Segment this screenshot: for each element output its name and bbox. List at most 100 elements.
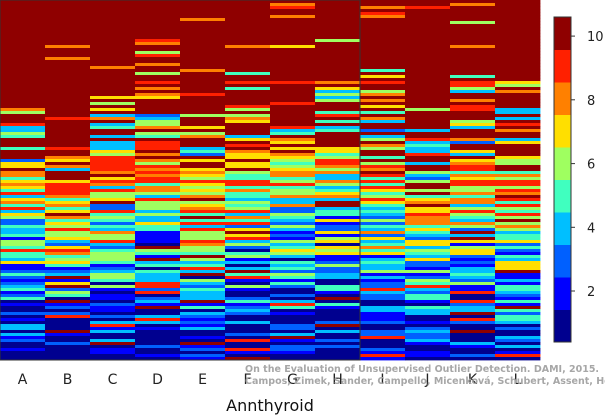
heatmap-cell	[135, 300, 181, 304]
heatmap-cell	[405, 183, 451, 187]
heatmap-cell	[270, 306, 316, 310]
heatmap-cell	[270, 300, 316, 304]
heatmap-cell	[0, 330, 46, 334]
heatmap-cell	[45, 318, 91, 322]
heatmap-cell	[90, 6, 136, 10]
heatmap-cell	[180, 132, 226, 136]
heatmap-cell	[0, 147, 46, 151]
heatmap-cell	[90, 243, 136, 247]
heatmap-cell	[360, 330, 406, 334]
heatmap-cell	[135, 33, 181, 37]
heatmap-cell	[270, 21, 316, 25]
heatmap-cell	[495, 111, 541, 115]
heatmap-cell	[405, 144, 451, 148]
heatmap-cell	[360, 228, 406, 232]
heatmap-cell	[450, 90, 496, 94]
heatmap-cell	[450, 66, 496, 70]
heatmap-cell	[270, 42, 316, 46]
heatmap-cell	[180, 288, 226, 292]
heatmap-cell	[495, 45, 541, 49]
heatmap-cell	[0, 93, 46, 97]
heatmap-cell	[270, 63, 316, 67]
heatmap-cell	[0, 291, 46, 295]
heatmap-cell	[90, 156, 136, 160]
heatmap-cell	[315, 114, 361, 118]
heatmap-cell	[495, 156, 541, 160]
heatmap-cell	[315, 132, 361, 136]
heatmap-cell	[180, 351, 226, 355]
heatmap-cell	[315, 33, 361, 37]
x-tick-label: J	[424, 372, 429, 388]
heatmap-cell	[450, 9, 496, 13]
heatmap-cell	[45, 312, 91, 316]
heatmap-cell	[450, 153, 496, 157]
heatmap-cell	[90, 249, 136, 253]
heatmap-cell	[405, 306, 451, 310]
heatmap-cell	[315, 330, 361, 334]
heatmap-cell	[315, 51, 361, 55]
heatmap-cell	[45, 123, 91, 127]
heatmap-cell	[315, 351, 361, 355]
heatmap-cell	[270, 174, 316, 178]
heatmap-cell	[315, 117, 361, 121]
heatmap-cell	[270, 282, 316, 286]
heatmap-cell	[225, 198, 271, 202]
heatmap-cell	[360, 39, 406, 43]
heatmap-cell	[360, 57, 406, 61]
heatmap-cell	[495, 309, 541, 313]
heatmap-cell	[225, 111, 271, 115]
heatmap-cell	[450, 81, 496, 85]
heatmap-cell	[270, 255, 316, 259]
heatmap-cell	[270, 39, 316, 43]
heatmap-cell	[135, 159, 181, 163]
heatmap-cell	[180, 54, 226, 58]
heatmap-cell	[180, 291, 226, 295]
heatmap-cell	[405, 108, 451, 112]
heatmap-cell	[450, 144, 496, 148]
heatmap-cell	[360, 159, 406, 163]
heatmap-cell	[225, 42, 271, 46]
heatmap-cell	[45, 243, 91, 247]
heatmap-cell	[405, 162, 451, 166]
heatmap-cell	[360, 300, 406, 304]
heatmap-cell	[45, 258, 91, 262]
heatmap-cell	[45, 51, 91, 55]
heatmap-cell	[135, 39, 181, 43]
heatmap-cell	[0, 285, 46, 289]
heatmap-cell	[315, 207, 361, 211]
heatmap-cell	[45, 105, 91, 109]
heatmap-cell	[225, 240, 271, 244]
heatmap-cell	[360, 105, 406, 109]
heatmap-cell	[270, 273, 316, 277]
heatmap-cell	[135, 231, 181, 235]
heatmap-cell	[450, 171, 496, 175]
heatmap-cell	[90, 66, 136, 70]
heatmap-cell	[0, 324, 46, 328]
x-tick-label: H	[332, 372, 343, 388]
heatmap-cell	[495, 300, 541, 304]
heatmap-cell	[90, 0, 136, 4]
heatmap-cell	[225, 132, 271, 136]
heatmap-cell	[450, 0, 496, 4]
heatmap-cell	[270, 198, 316, 202]
heatmap-cell	[315, 258, 361, 262]
heatmap-cell	[180, 42, 226, 46]
heatmap-cell	[495, 144, 541, 148]
heatmap-cell	[495, 306, 541, 310]
heatmap-cell	[135, 3, 181, 7]
heatmap-cell	[0, 294, 46, 298]
heatmap-cell	[450, 255, 496, 259]
heatmap-cell	[180, 147, 226, 151]
heatmap-cell	[180, 156, 226, 160]
heatmap-cell	[0, 156, 46, 160]
heatmap-cell	[315, 357, 361, 361]
heatmap-cell	[135, 228, 181, 232]
heatmap-cell	[360, 249, 406, 253]
heatmap-cell	[405, 123, 451, 127]
heatmap-cell	[270, 291, 316, 295]
heatmap-cell	[225, 168, 271, 172]
heatmap-cell	[315, 6, 361, 10]
heatmap-cell	[90, 216, 136, 220]
heatmap-cell	[45, 183, 91, 187]
heatmap-cell	[495, 276, 541, 280]
